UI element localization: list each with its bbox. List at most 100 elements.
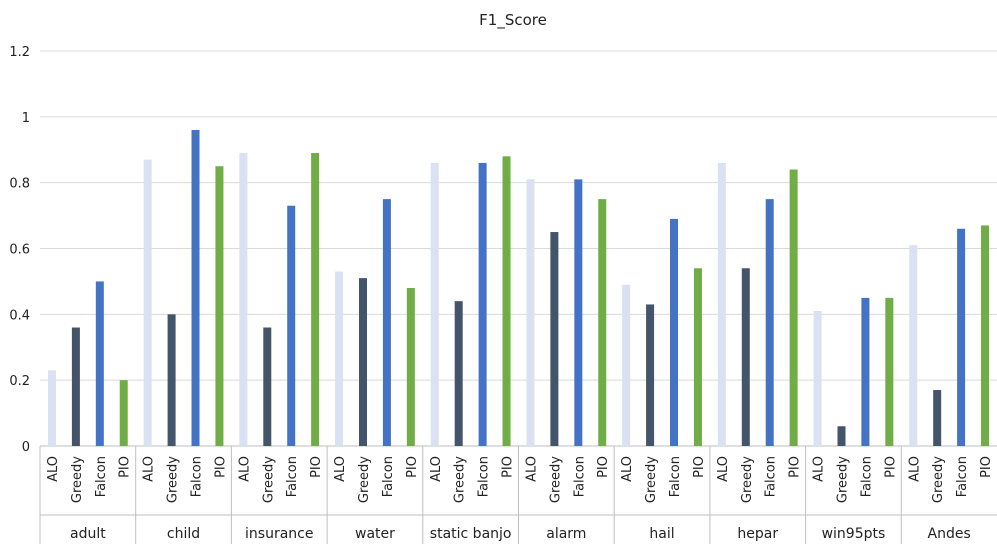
- group-label: Andes: [928, 526, 971, 542]
- method-label: ALO: [620, 456, 635, 482]
- method-label: Greedy: [740, 456, 755, 503]
- method-label: ALO: [429, 456, 444, 482]
- group-label: win95pts: [822, 526, 886, 542]
- method-label: PIO: [788, 456, 803, 478]
- bar-greedy: [71, 327, 80, 446]
- bar-alo: [239, 153, 248, 446]
- method-label: PIO: [596, 456, 611, 478]
- method-label: Greedy: [548, 456, 563, 503]
- method-label: PIO: [118, 456, 133, 478]
- gridlines: [40, 50, 997, 447]
- bar-pio: [789, 169, 798, 446]
- bar-pio: [311, 153, 320, 446]
- method-label: Greedy: [644, 456, 659, 503]
- bar-pio: [502, 156, 511, 447]
- bar-alo: [47, 370, 56, 446]
- bar-pio: [598, 199, 607, 446]
- bar-pio: [981, 225, 990, 446]
- bar-pio: [119, 380, 128, 446]
- method-label: Falcon: [764, 456, 779, 497]
- bar-falcon: [382, 199, 391, 446]
- bar-greedy: [646, 304, 655, 446]
- method-label: PIO: [979, 456, 994, 478]
- method-label: Greedy: [357, 456, 372, 503]
- bar-greedy: [454, 301, 463, 446]
- bar-pio: [215, 166, 224, 447]
- method-label: Falcon: [381, 456, 396, 497]
- bar-falcon: [287, 205, 296, 446]
- bar-falcon: [574, 179, 583, 446]
- bar-greedy: [358, 278, 367, 446]
- y-axis-ticks: 0 0.2 0.4 0.6 0.8 1 1.2: [9, 45, 30, 455]
- group-label: hepar: [737, 526, 778, 542]
- method-label: Greedy: [70, 456, 85, 503]
- bar-falcon: [670, 218, 679, 446]
- group-label: child: [167, 526, 200, 542]
- bar-alo: [717, 162, 726, 446]
- method-label: PIO: [309, 456, 324, 478]
- bar-pio: [693, 268, 702, 446]
- method-label: ALO: [237, 456, 252, 482]
- bar-greedy: [933, 390, 942, 446]
- y-tick-label: 0.4: [9, 308, 30, 323]
- method-label: Greedy: [835, 456, 850, 503]
- y-tick-label: 1.2: [9, 45, 30, 60]
- bar-alo: [430, 162, 439, 446]
- method-label: PIO: [213, 456, 228, 478]
- method-label: Falcon: [668, 456, 683, 497]
- bar-falcon: [191, 130, 200, 446]
- method-label: PIO: [405, 456, 420, 478]
- bar-alo: [526, 179, 535, 446]
- group-label: hail: [649, 526, 674, 542]
- method-label: Falcon: [285, 456, 300, 497]
- bar-falcon: [861, 297, 870, 446]
- method-label: Falcon: [477, 456, 492, 497]
- bar-falcon: [95, 281, 104, 446]
- x-axis-labels: ALO Greedy Falcon PIO adult ALO Greedy Falcon PI…: [39, 446, 997, 544]
- bar-falcon: [765, 199, 774, 446]
- group-label: static banjo: [430, 526, 512, 542]
- method-label: Greedy: [261, 456, 276, 503]
- bar-series: [47, 130, 990, 447]
- method-label: Falcon: [859, 456, 874, 497]
- y-tick-label: 0.2: [9, 374, 30, 389]
- method-label: Greedy: [931, 456, 946, 503]
- method-label: ALO: [46, 456, 61, 482]
- method-label: Falcon: [94, 456, 109, 497]
- bar-greedy: [263, 327, 272, 446]
- bar-alo: [143, 159, 152, 446]
- bar-greedy: [550, 232, 559, 446]
- bar-pio: [406, 288, 415, 446]
- method-label: Falcon: [572, 456, 587, 497]
- method-label: PIO: [883, 456, 898, 478]
- group-label: water: [355, 526, 395, 542]
- method-label: ALO: [142, 456, 157, 482]
- bar-pio: [885, 297, 894, 446]
- method-label: Greedy: [453, 456, 468, 503]
- y-tick-label: 0.8: [9, 177, 30, 192]
- method-label: ALO: [524, 456, 539, 482]
- method-label: ALO: [812, 456, 827, 482]
- y-tick-label: 0: [22, 440, 30, 455]
- bar-alo: [335, 271, 344, 446]
- method-label: PIO: [501, 456, 516, 478]
- bar-alo: [813, 311, 822, 446]
- bar-alo: [622, 284, 631, 446]
- bar-falcon: [478, 162, 487, 446]
- bar-greedy: [741, 268, 750, 446]
- method-label: Greedy: [166, 456, 181, 503]
- bar-falcon: [957, 228, 966, 446]
- method-label: ALO: [716, 456, 731, 482]
- chart-title: F1_Score: [479, 11, 547, 30]
- method-label: Falcon: [955, 456, 970, 497]
- y-tick-label: 0.6: [9, 243, 30, 258]
- bar-alo: [909, 245, 918, 446]
- method-label: ALO: [333, 456, 348, 482]
- method-label: PIO: [692, 456, 707, 478]
- y-tick-label: 1: [22, 111, 30, 126]
- group-label: adult: [70, 526, 106, 542]
- method-label: Falcon: [190, 456, 205, 497]
- bar-greedy: [837, 426, 846, 446]
- group-label: alarm: [546, 526, 586, 542]
